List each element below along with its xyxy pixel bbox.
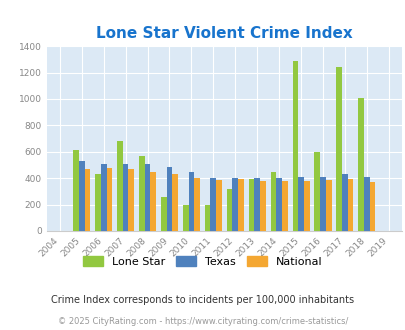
Bar [194,178,200,231]
Bar [298,177,303,231]
Bar [325,180,331,231]
Bar [122,164,128,231]
Bar [336,67,341,231]
Legend: Lone Star, Texas, National: Lone Star, Texas, National [83,256,322,267]
Text: © 2025 CityRating.com - https://www.cityrating.com/crime-statistics/: © 2025 CityRating.com - https://www.city… [58,317,347,326]
Bar [166,167,172,231]
Bar [238,179,243,231]
Bar [248,179,254,231]
Bar [204,205,210,231]
Bar [95,174,100,231]
Bar [320,177,325,231]
Bar [276,178,281,231]
Bar [369,182,375,231]
Bar [139,156,144,231]
Bar [160,197,166,231]
Bar [172,174,178,231]
Bar [347,179,353,231]
Bar [79,161,84,231]
Bar [100,164,106,231]
Bar [150,172,156,231]
Bar [73,150,79,231]
Bar [144,164,150,231]
Bar [260,181,265,231]
Text: Crime Index corresponds to incidents per 100,000 inhabitants: Crime Index corresponds to incidents per… [51,295,354,305]
Bar [188,172,194,231]
Bar [358,98,363,231]
Bar [210,178,216,231]
Bar [254,178,260,231]
Bar [117,141,122,231]
Bar [363,177,369,231]
Bar [341,174,347,231]
Bar [292,61,298,231]
Bar [128,169,134,231]
Title: Lone Star Violent Crime Index: Lone Star Violent Crime Index [96,26,352,41]
Bar [182,205,188,231]
Bar [232,178,238,231]
Bar [281,181,287,231]
Bar [270,172,276,231]
Bar [106,168,112,231]
Bar [84,169,90,231]
Bar [313,152,320,231]
Bar [226,189,232,231]
Bar [216,180,222,231]
Bar [303,181,309,231]
